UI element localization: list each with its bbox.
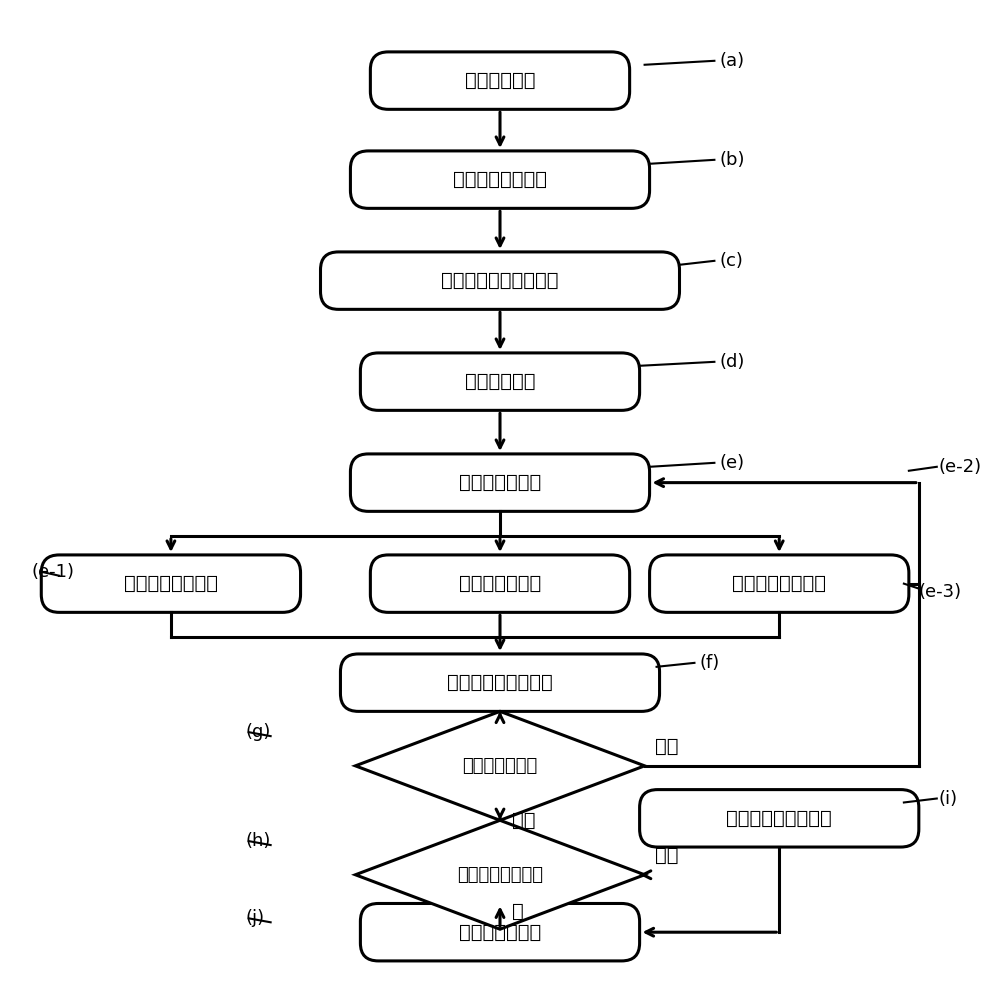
Text: (e-3): (e-3) (919, 583, 962, 601)
Text: (g): (g) (246, 723, 271, 741)
Text: (e-1): (e-1) (31, 563, 74, 581)
FancyBboxPatch shape (360, 904, 640, 961)
Text: 没有: 没有 (655, 846, 678, 865)
FancyBboxPatch shape (640, 789, 919, 847)
Text: (e-2): (e-2) (939, 458, 982, 476)
FancyBboxPatch shape (350, 454, 650, 511)
FancyBboxPatch shape (320, 252, 679, 310)
FancyBboxPatch shape (370, 555, 630, 613)
Text: 调整显示比例: 调整显示比例 (465, 372, 535, 391)
Text: 损坏: 损坏 (512, 811, 535, 830)
Text: 完好: 完好 (655, 737, 678, 756)
FancyBboxPatch shape (350, 151, 650, 209)
Text: (d): (d) (719, 353, 745, 370)
Text: 更换损坏元器件: 更换损坏元器件 (459, 922, 541, 941)
Text: 在电原理图寻找: 在电原理图寻找 (459, 574, 541, 593)
Polygon shape (355, 711, 645, 820)
Text: 判断元器件好坏: 判断元器件好坏 (462, 757, 538, 775)
FancyBboxPatch shape (370, 52, 630, 109)
Text: (b): (b) (719, 151, 745, 169)
Text: 查找应急代换元器件: 查找应急代换元器件 (726, 809, 832, 828)
Polygon shape (355, 820, 645, 929)
Text: 选择电子设备类型: 选择电子设备类型 (453, 170, 547, 189)
Text: 双图显示元器件信息: 双图显示元器件信息 (447, 673, 553, 692)
Text: 有: 有 (512, 902, 524, 921)
Text: (e): (e) (719, 454, 745, 472)
Text: 有完好元器件备件: 有完好元器件备件 (457, 866, 543, 884)
Text: (f): (f) (699, 653, 720, 672)
FancyBboxPatch shape (360, 353, 640, 410)
Text: 按元器件编号寻找: 按元器件编号寻找 (732, 574, 826, 593)
Text: 选择印制板或电原理图: 选择印制板或电原理图 (441, 271, 559, 290)
Text: (a): (a) (719, 52, 745, 70)
FancyBboxPatch shape (650, 555, 909, 613)
FancyBboxPatch shape (340, 654, 660, 711)
Text: (j): (j) (246, 910, 265, 927)
Text: (i): (i) (939, 789, 958, 807)
Text: (c): (c) (719, 252, 743, 270)
FancyBboxPatch shape (41, 555, 301, 613)
Text: 寻找目标元器件: 寻找目标元器件 (459, 473, 541, 493)
Text: (h): (h) (246, 832, 271, 850)
Text: 在印制板图片寻找: 在印制板图片寻找 (124, 574, 218, 593)
Text: 运行应用软件: 运行应用软件 (465, 71, 535, 90)
